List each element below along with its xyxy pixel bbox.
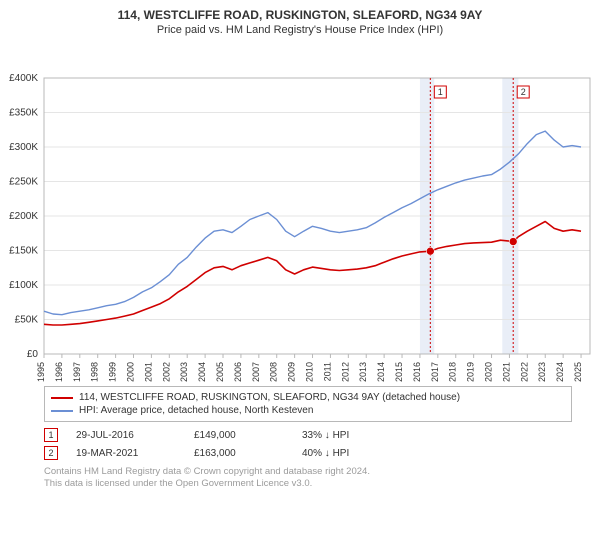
svg-text:2019: 2019 [466, 362, 476, 382]
svg-text:2: 2 [521, 87, 526, 97]
svg-text:£0: £0 [27, 349, 39, 360]
svg-text:2015: 2015 [394, 362, 404, 382]
svg-text:2004: 2004 [197, 362, 207, 382]
svg-text:2025: 2025 [573, 362, 583, 382]
svg-text:2012: 2012 [340, 362, 350, 382]
svg-text:1999: 1999 [108, 362, 118, 382]
svg-text:2001: 2001 [143, 362, 153, 382]
svg-text:£300K: £300K [9, 142, 38, 153]
legend-swatch [51, 397, 73, 399]
svg-text:2003: 2003 [179, 362, 189, 382]
event-badge: 1 [44, 428, 58, 442]
svg-text:2002: 2002 [161, 362, 171, 382]
svg-text:2021: 2021 [501, 362, 511, 382]
svg-text:£400K: £400K [9, 73, 38, 84]
attribution-line1: Contains HM Land Registry data © Crown c… [44, 466, 572, 478]
svg-text:£100K: £100K [9, 280, 38, 291]
svg-text:£350K: £350K [9, 108, 38, 119]
svg-text:2008: 2008 [269, 362, 279, 382]
event-row: 2 19-MAR-2021 £163,000 40% ↓ HPI [44, 444, 572, 462]
svg-text:2020: 2020 [484, 362, 494, 382]
svg-text:2005: 2005 [215, 362, 225, 382]
svg-text:2013: 2013 [358, 362, 368, 382]
legend-row: 114, WESTCLIFFE ROAD, RUSKINGTON, SLEAFO… [51, 391, 565, 404]
event-diff: 33% ↓ HPI [302, 430, 572, 441]
svg-text:2011: 2011 [322, 362, 332, 381]
svg-text:2017: 2017 [430, 362, 440, 382]
legend: 114, WESTCLIFFE ROAD, RUSKINGTON, SLEAFO… [44, 386, 572, 422]
svg-text:2024: 2024 [555, 362, 565, 382]
svg-text:1996: 1996 [54, 362, 64, 382]
svg-text:2010: 2010 [305, 362, 315, 382]
attribution-line2: This data is licensed under the Open Gov… [44, 478, 572, 490]
event-row: 1 29-JUL-2016 £149,000 33% ↓ HPI [44, 426, 572, 444]
legend-swatch [51, 410, 73, 412]
event-date: 19-MAR-2021 [76, 448, 176, 459]
svg-text:2023: 2023 [537, 362, 547, 382]
svg-text:2006: 2006 [233, 362, 243, 382]
svg-text:2022: 2022 [519, 362, 529, 382]
svg-text:£150K: £150K [9, 246, 38, 257]
event-date: 29-JUL-2016 [76, 430, 176, 441]
legend-row: HPI: Average price, detached house, Nort… [51, 404, 565, 417]
event-price: £149,000 [194, 430, 284, 441]
svg-text:1995: 1995 [36, 362, 46, 382]
chart-subtitle: Price paid vs. HM Land Registry's House … [0, 22, 600, 42]
event-diff: 40% ↓ HPI [302, 448, 572, 459]
svg-text:£250K: £250K [9, 177, 38, 188]
svg-text:2018: 2018 [448, 362, 458, 382]
event-badge: 2 [44, 446, 58, 460]
svg-text:1: 1 [438, 87, 443, 97]
svg-text:1998: 1998 [90, 362, 100, 382]
svg-text:2009: 2009 [287, 362, 297, 382]
svg-text:2007: 2007 [251, 362, 261, 382]
price-chart: £0 £50K £100K £150K £200K £250K £300K £350K £400… [0, 42, 600, 382]
svg-text:2014: 2014 [376, 362, 386, 382]
event-price: £163,000 [194, 448, 284, 459]
svg-text:2000: 2000 [126, 362, 136, 382]
chart-title: 114, WESTCLIFFE ROAD, RUSKINGTON, SLEAFO… [0, 0, 600, 22]
events-table: 1 29-JUL-2016 £149,000 33% ↓ HPI 2 19-MAR-202… [44, 426, 572, 462]
svg-text:£200K: £200K [9, 211, 38, 222]
svg-text:£50K: £50K [15, 315, 39, 326]
legend-label: HPI: Average price, detached house, Nort… [79, 405, 313, 416]
attribution: Contains HM Land Registry data © Crown c… [44, 466, 572, 491]
svg-text:2016: 2016 [412, 362, 422, 382]
legend-label: 114, WESTCLIFFE ROAD, RUSKINGTON, SLEAFO… [79, 392, 460, 403]
svg-text:1997: 1997 [72, 362, 82, 382]
